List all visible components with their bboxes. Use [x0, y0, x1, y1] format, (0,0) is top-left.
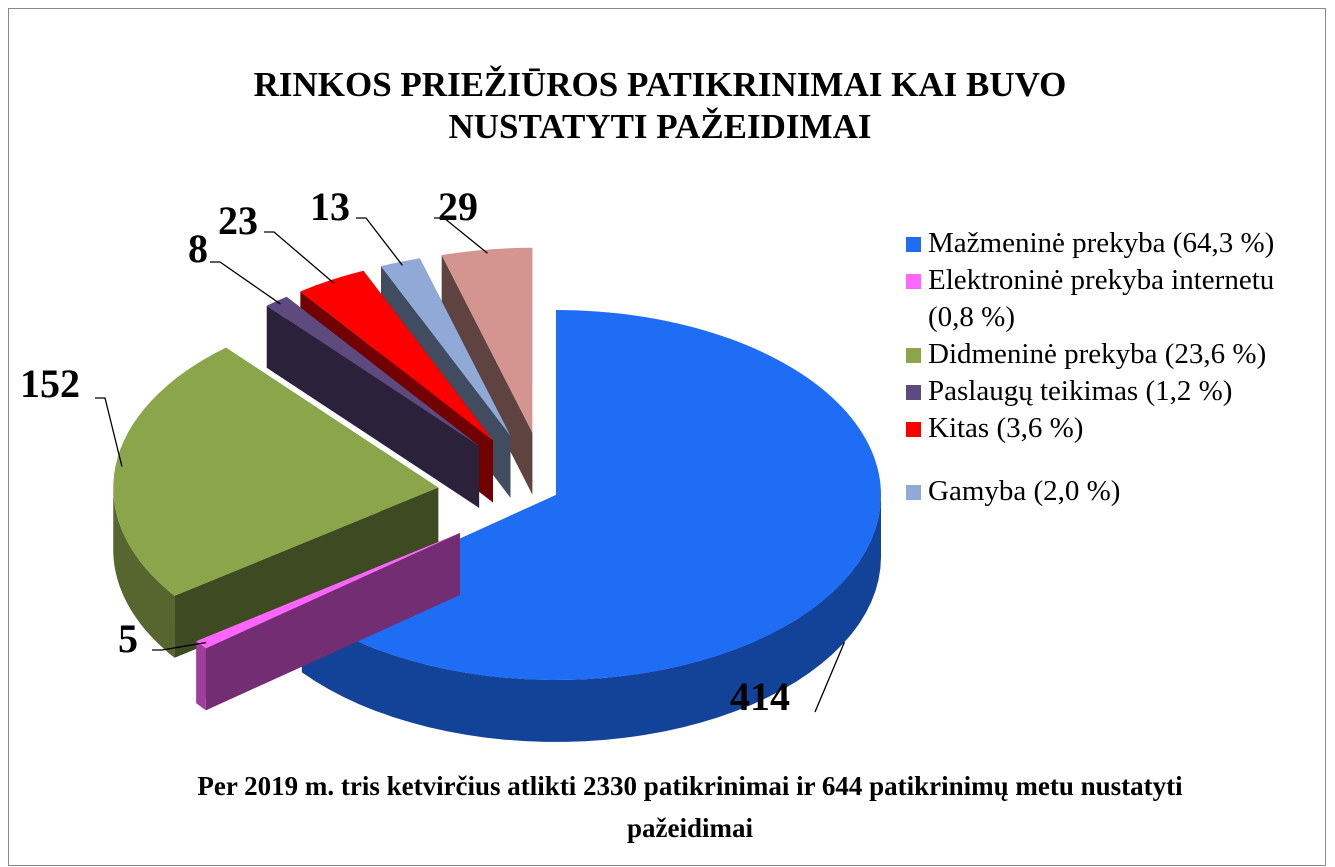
slice: [441, 247, 533, 433]
chart-frame: [8, 8, 1326, 866]
legend-swatch: [906, 385, 921, 400]
slice: [196, 533, 460, 649]
slice-side: [196, 641, 206, 711]
legend-swatch: [906, 348, 921, 363]
slice-wall: [196, 533, 460, 704]
slice: [300, 270, 493, 441]
leader-line: [434, 217, 488, 254]
legend-swatch: [906, 485, 921, 500]
legend-entry: Gamyba (2,0 %): [906, 473, 1316, 510]
legend-entry: Elektroninė prekyba internetu (0,8 %): [906, 262, 1316, 336]
legend-entry: Kitas (3,6 %): [906, 410, 1316, 447]
leader-line: [356, 217, 403, 266]
legend-swatch: [906, 422, 921, 437]
leader-line: [264, 231, 335, 284]
slice-wall: [174, 487, 439, 658]
data-label: 414: [730, 674, 790, 719]
legend-label: Elektroninė prekyba internetu (0,8 %): [928, 264, 1275, 333]
legend-label: Gamyba (2,0 %): [928, 475, 1121, 507]
legend-swatch: [906, 237, 921, 252]
leader-line: [210, 261, 281, 305]
legend-entry: Didmeninė prekyba (23,6 %): [906, 336, 1316, 373]
data-label: 152: [20, 361, 80, 406]
legend-label: Kitas (3,6 %): [928, 412, 1084, 444]
legend-label: Mažmeninė prekyba (64,3 %): [928, 227, 1275, 259]
leader-line: [95, 397, 123, 467]
slice-side: [301, 495, 881, 742]
legend-entry: Mažmeninė prekyba (64,3 %): [906, 225, 1316, 262]
legend-swatch: [906, 274, 921, 289]
data-label: 13: [310, 184, 350, 229]
slice: [381, 258, 511, 436]
leader-line: [814, 642, 845, 713]
legend: Mažmeninė prekyba (64,3 %) Elektroninė pr…: [906, 225, 1316, 510]
leader-line: [152, 641, 207, 651]
data-label: 8: [188, 226, 208, 271]
slice: [113, 347, 439, 596]
data-label: 23: [218, 198, 258, 243]
legend-label: Didmeninė prekyba (23,6 %): [928, 338, 1267, 370]
data-label: 5: [118, 616, 138, 661]
chart-title: RINKOS PRIEŽIŪROS PATIKRINIMAI KAI BUVO …: [253, 65, 1067, 146]
slice-side: [113, 487, 175, 658]
legend-label: Paslaugų teikimas (1,2 %): [928, 375, 1233, 407]
slice: [266, 296, 480, 446]
data-label: 29: [438, 184, 478, 229]
legend-entry: Paslaugų teikimas (1,2 %): [906, 373, 1316, 410]
chart-caption: Per 2019 m. tris ketvirčius atlikti 2330…: [197, 771, 1183, 843]
